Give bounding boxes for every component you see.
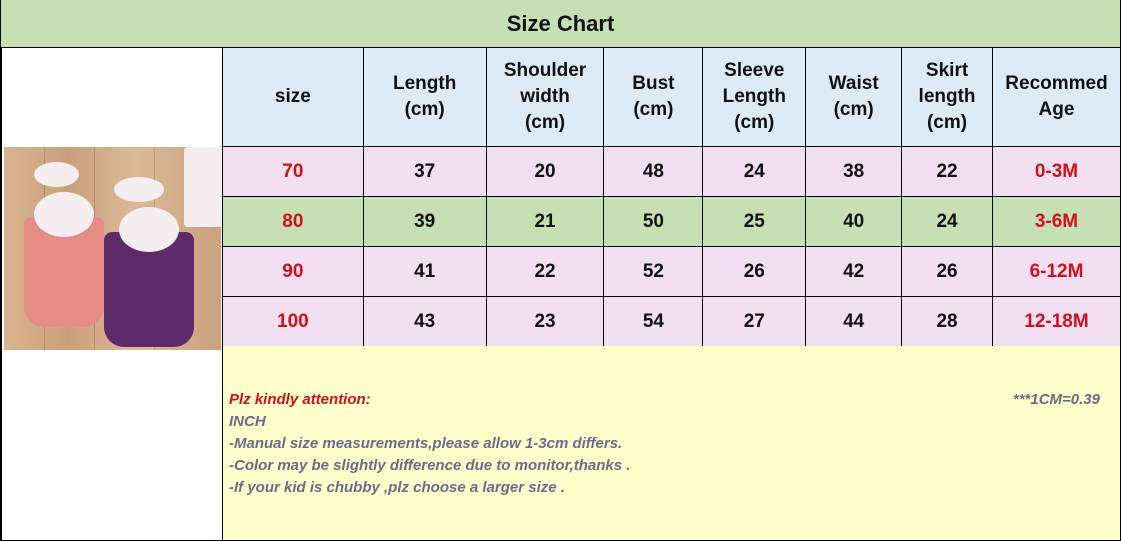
measure-cell: 27: [702, 296, 807, 347]
size-cell: 70: [222, 146, 364, 197]
note-line: -If your kid is chubby ,plz choose a lar…: [229, 479, 565, 496]
measure-cell: 24: [702, 146, 807, 197]
attention-label: Plz kindly attention:: [229, 391, 371, 408]
chart-title: Size Chart: [0, 0, 1121, 48]
size-cell: 90: [222, 246, 364, 297]
measure-cell: 25: [702, 196, 807, 247]
table-row: 90 41 22 52 26 42 26 6-12M: [222, 246, 1121, 297]
age-cell: 3-6M: [992, 196, 1121, 247]
inch-label: INCH: [229, 413, 266, 430]
header-row: size Length (cm) Shoulder width (cm) Bust (…: [222, 47, 1121, 147]
measure-cell: 38: [805, 146, 903, 197]
column-header: size: [222, 47, 364, 147]
table-row: 70 37 20 48 24 38 22 0-3M: [222, 146, 1121, 197]
measure-cell: 52: [603, 246, 704, 297]
column-header: Bust (cm): [603, 47, 704, 147]
measure-cell: 20: [485, 146, 605, 197]
size-cell: 100: [222, 296, 364, 347]
age-cell: 6-12M: [992, 246, 1121, 297]
measure-cell: 43: [362, 296, 487, 347]
age-cell: 0-3M: [992, 146, 1121, 197]
column-header: Skirt length (cm): [901, 47, 993, 147]
table-row: 100 43 23 54 27 44 28 12-18M: [222, 296, 1121, 347]
column-header: Waist (cm): [805, 47, 903, 147]
measure-cell: 44: [805, 296, 903, 347]
product-photo: [4, 147, 221, 350]
age-cell: 12-18M: [992, 296, 1121, 347]
measure-cell: 26: [901, 246, 993, 297]
measure-cell: 21: [485, 196, 605, 247]
column-header: Shoulder width (cm): [485, 47, 605, 147]
measure-cell: 26: [702, 246, 807, 297]
notes-panel: Plz kindly attention: ***1CM=0.39 INCH -…: [222, 346, 1121, 541]
measure-cell: 22: [485, 246, 605, 297]
note-line: -Manual size measurements,please allow 1…: [229, 435, 623, 452]
measure-cell: 41: [362, 246, 487, 297]
measure-cell: 42: [805, 246, 903, 297]
measure-cell: 40: [805, 196, 903, 247]
measure-cell: 50: [603, 196, 704, 247]
measure-cell: 23: [485, 296, 605, 347]
column-header: Length (cm): [362, 47, 487, 147]
size-table: size Length (cm) Shoulder width (cm) Bust (…: [222, 47, 1121, 347]
measure-cell: 22: [901, 146, 993, 197]
column-header: Sleeve Length (cm): [702, 47, 807, 147]
table-row: 80 39 21 50 25 40 24 3-6M: [222, 196, 1121, 247]
conversion-note: ***1CM=0.39: [1012, 391, 1100, 408]
measure-cell: 28: [901, 296, 993, 347]
measure-cell: 24: [901, 196, 993, 247]
column-header: Recommed Age: [992, 47, 1121, 147]
measure-cell: 37: [362, 146, 487, 197]
size-cell: 80: [222, 196, 364, 247]
measure-cell: 48: [603, 146, 704, 197]
measure-cell: 39: [362, 196, 487, 247]
measure-cell: 54: [603, 296, 704, 347]
note-line: -Color may be slightly difference due to…: [229, 457, 631, 474]
